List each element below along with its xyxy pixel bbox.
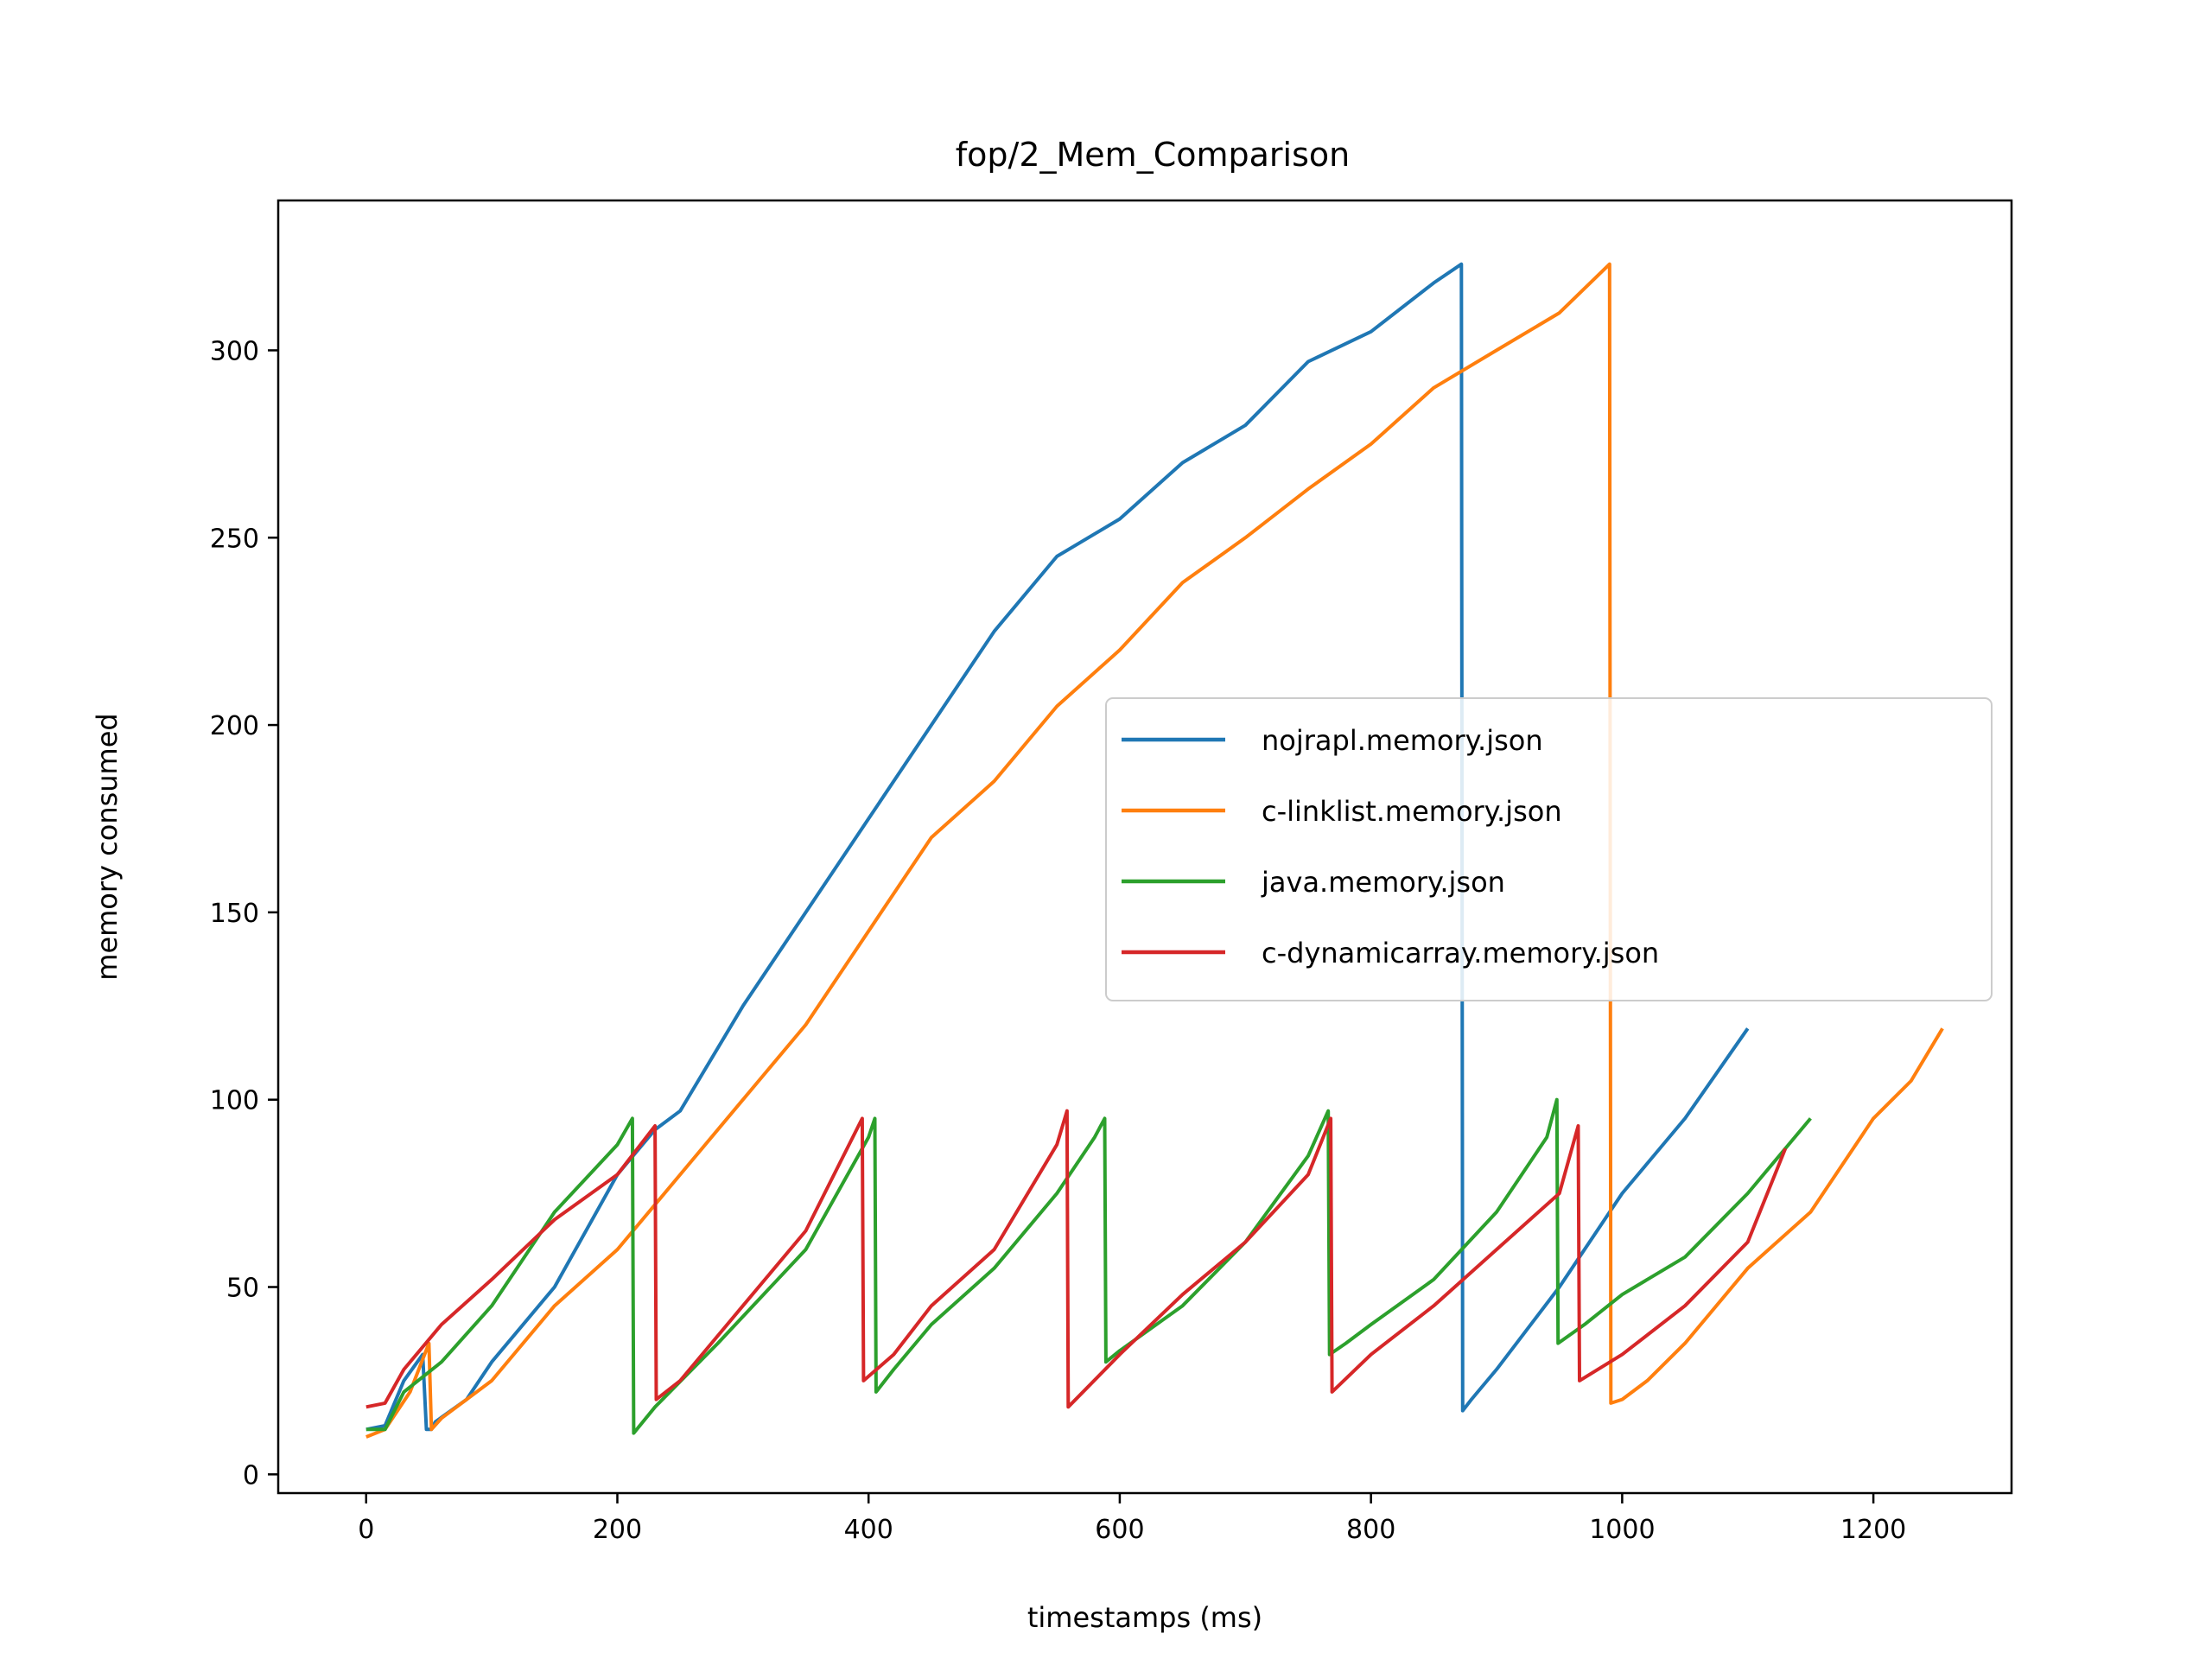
legend-label-3: c-dynamicarray.memory.json — [1262, 937, 1659, 969]
x-tick-label: 1000 — [1589, 1515, 1655, 1545]
y-tick-label: 0 — [243, 1460, 259, 1491]
y-tick-label: 200 — [210, 711, 259, 741]
x-tick-label: 600 — [1095, 1515, 1144, 1545]
y-tick-label: 300 — [210, 336, 259, 366]
legend-label-0: nojrapl.memory.json — [1262, 724, 1543, 757]
legend-label-2: java.memory.json — [1261, 866, 1505, 899]
legend-box — [1105, 697, 1993, 1001]
y-axis-label: memory consumed — [91, 713, 124, 980]
plot-frame — [276, 199, 2013, 1495]
series-line-1 — [365, 262, 1944, 1439]
y-tick-label: 250 — [210, 524, 259, 554]
y-tick-label: 50 — [226, 1274, 259, 1304]
legend: nojrapl.memory.json c-linklist.memory.jso… — [1105, 697, 1993, 1001]
y-tick-label: 150 — [210, 899, 259, 929]
x-tick-label: 800 — [1346, 1515, 1395, 1545]
chart-title: fop/2_Mem_Comparison — [956, 136, 1350, 174]
series-layer — [365, 262, 1944, 1439]
x-tick-label: 400 — [844, 1515, 893, 1545]
y-axis-ticks: 0 50 100 150 200 250 300 — [210, 336, 278, 1491]
x-tick-label: 0 — [358, 1515, 374, 1545]
series-line-2 — [365, 1097, 1812, 1435]
x-axis-ticks: 0 200 400 600 800 1000 1200 — [358, 1493, 1906, 1545]
y-tick-label: 100 — [210, 1086, 259, 1116]
legend-label-1: c-linklist.memory.json — [1262, 795, 1562, 828]
x-tick-label: 200 — [593, 1515, 642, 1545]
x-tick-label: 1200 — [1840, 1515, 1906, 1545]
series-line-3 — [365, 1109, 1788, 1409]
x-axis-label: timestamps (ms) — [1027, 1601, 1262, 1634]
